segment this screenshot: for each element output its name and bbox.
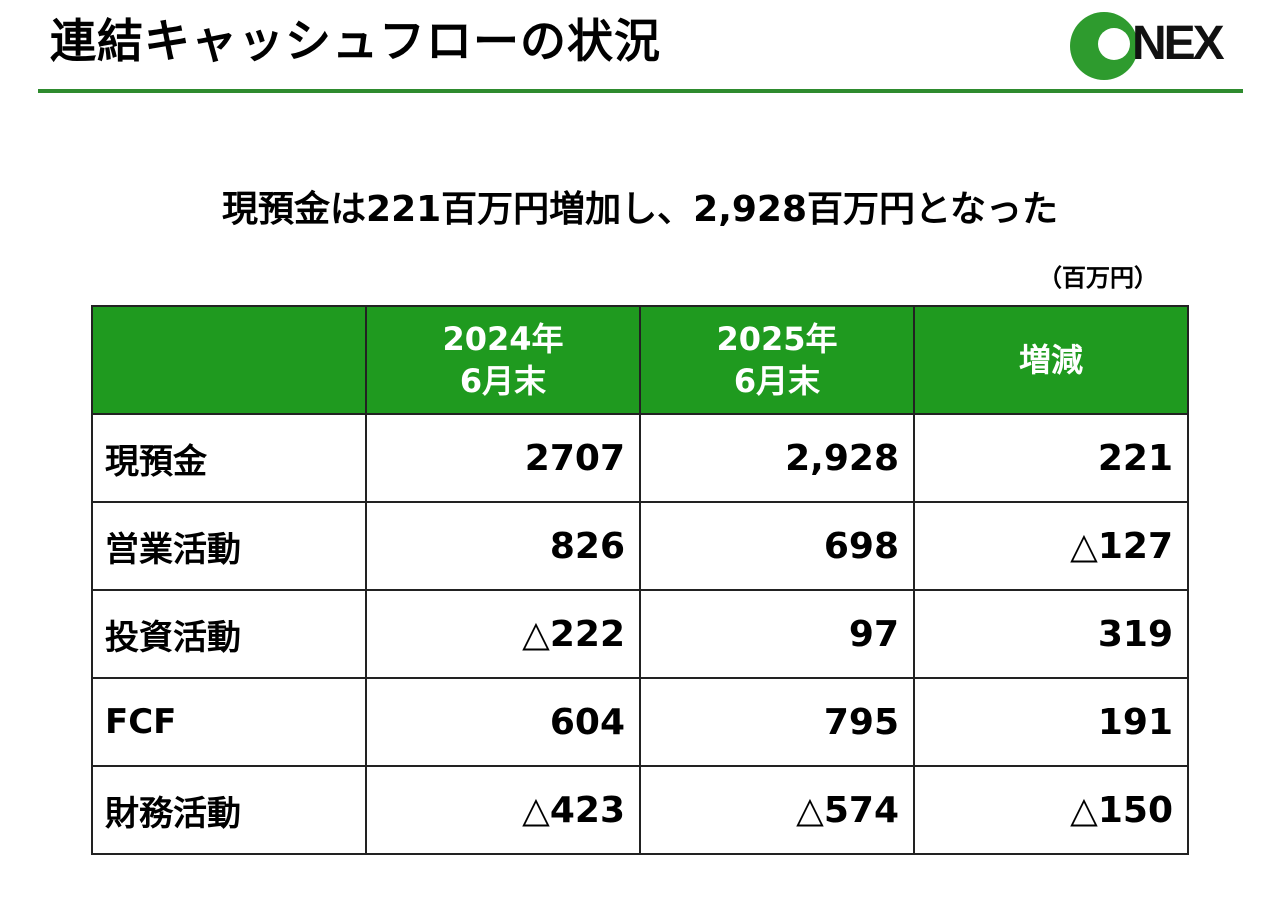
- header-2024-line2: 6月末: [459, 362, 547, 400]
- cell-2025: 97: [639, 589, 915, 679]
- cell-change: 191: [913, 677, 1189, 767]
- header-2025-line1: 2025年: [716, 320, 838, 358]
- header-cell-blank: [91, 305, 367, 415]
- cell-change: △150: [913, 765, 1189, 855]
- row-label: 投資活動: [91, 589, 367, 679]
- cell-2025: 2,928: [639, 413, 915, 503]
- company-logo: NEX: [1070, 10, 1240, 82]
- cell-2025: 698: [639, 501, 915, 591]
- header-cell-change: 増減: [913, 305, 1189, 415]
- cell-change: △127: [913, 501, 1189, 591]
- cell-change: 221: [913, 413, 1189, 503]
- cell-2024: 604: [365, 677, 641, 767]
- cell-change: 319: [913, 589, 1189, 679]
- cell-2024: △423: [365, 765, 641, 855]
- page-title: 連結キャッシュフローの状況: [50, 14, 661, 68]
- header-change-label: 増減: [1018, 341, 1083, 379]
- header-2024-line1: 2024年: [442, 320, 564, 358]
- cell-2024: 2707: [365, 413, 641, 503]
- cell-2025: 795: [639, 677, 915, 767]
- table-row: 投資活動 △222 97 319: [91, 589, 1189, 679]
- row-label: FCF: [91, 677, 367, 767]
- row-label: 財務活動: [91, 765, 367, 855]
- logo-mark-icon: [1070, 12, 1138, 80]
- title-divider: [38, 89, 1243, 93]
- header-cell-2025: 2025年 6月末: [639, 305, 915, 415]
- cashflow-table: 2024年 6月末 2025年 6月末 増減 現預金 2707 2,928 22…: [91, 305, 1189, 855]
- row-label: 現預金: [91, 413, 367, 503]
- headline: 現預金は221百万円増加し、2,928百万円となった: [222, 189, 1058, 230]
- logo-text: NEX: [1132, 17, 1225, 70]
- cell-2024: △222: [365, 589, 641, 679]
- table-row: FCF 604 795 191: [91, 677, 1189, 767]
- table-header-row: 2024年 6月末 2025年 6月末 増減: [91, 305, 1189, 415]
- table-row: 財務活動 △423 △574 △150: [91, 765, 1189, 855]
- table-row: 営業活動 826 698 △127: [91, 501, 1189, 591]
- cell-2024: 826: [365, 501, 641, 591]
- cell-2025: △574: [639, 765, 915, 855]
- unit-label: （百万円）: [1038, 264, 1158, 292]
- header-2025-line2: 6月末: [733, 362, 821, 400]
- table-row: 現預金 2707 2,928 221: [91, 413, 1189, 503]
- row-label: 営業活動: [91, 501, 367, 591]
- header-cell-2024: 2024年 6月末: [365, 305, 641, 415]
